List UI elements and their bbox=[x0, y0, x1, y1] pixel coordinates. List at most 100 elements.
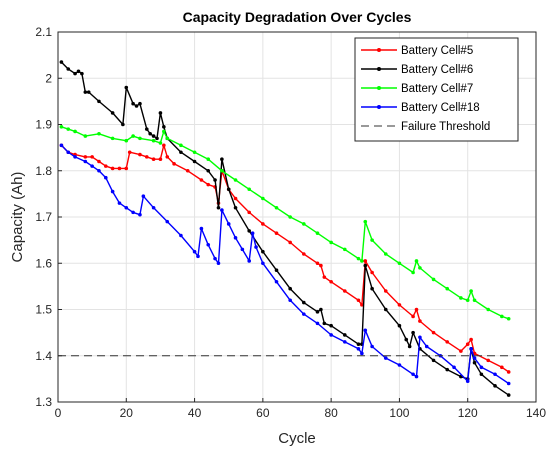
data-point bbox=[233, 178, 238, 182]
y-tick-label: 1.6 bbox=[35, 256, 52, 270]
data-point bbox=[216, 261, 221, 266]
data-point bbox=[302, 222, 306, 226]
data-point bbox=[162, 129, 166, 134]
data-point bbox=[414, 259, 419, 263]
data-point bbox=[360, 351, 364, 356]
data-point bbox=[319, 307, 323, 312]
data-point bbox=[397, 363, 402, 367]
data-point bbox=[117, 201, 122, 205]
data-point bbox=[445, 286, 450, 291]
data-point bbox=[319, 263, 323, 268]
legend-label: Battery Cell#5 bbox=[401, 45, 473, 57]
chart-title: Capacity Degradation Over Cycles bbox=[183, 9, 412, 25]
data-point bbox=[196, 254, 200, 259]
data-point bbox=[138, 152, 142, 157]
data-point bbox=[469, 337, 473, 342]
data-point bbox=[322, 321, 327, 326]
data-point bbox=[356, 298, 361, 303]
data-point bbox=[404, 337, 409, 342]
data-point bbox=[414, 374, 419, 379]
data-point bbox=[206, 242, 211, 247]
data-point bbox=[506, 370, 511, 374]
ticks: 0 20 40 60 80 100 120 140 1.3 1.4 1.5 1.6 1.7 1.8 1.9 2… bbox=[35, 25, 546, 420]
series-0 bbox=[59, 143, 511, 374]
data-point bbox=[144, 127, 149, 131]
data-point bbox=[233, 236, 238, 240]
legend-label: Battery Cell#18 bbox=[401, 102, 480, 114]
data-point bbox=[261, 222, 265, 226]
data-point bbox=[104, 164, 108, 168]
x-axis-label: Cycle bbox=[278, 430, 316, 447]
data-point bbox=[158, 141, 163, 145]
data-point bbox=[274, 268, 279, 272]
data-point bbox=[254, 245, 258, 249]
data-point bbox=[414, 307, 419, 312]
data-point bbox=[192, 159, 197, 164]
data-point bbox=[343, 340, 347, 344]
y-tick-label: 1.8 bbox=[35, 164, 52, 178]
data-point bbox=[397, 303, 402, 307]
data-point bbox=[459, 296, 463, 300]
data-point bbox=[83, 159, 88, 164]
data-point bbox=[315, 321, 320, 326]
x-tick-label: 140 bbox=[526, 406, 546, 420]
data-point bbox=[138, 212, 142, 217]
data-point bbox=[479, 372, 484, 377]
data-point bbox=[465, 298, 470, 303]
series-layer bbox=[58, 60, 536, 397]
data-point bbox=[472, 360, 477, 365]
x-tick-label: 120 bbox=[458, 406, 478, 420]
data-point bbox=[274, 205, 279, 210]
data-point bbox=[151, 138, 156, 143]
data-point bbox=[356, 256, 361, 261]
data-point bbox=[131, 134, 135, 138]
data-point bbox=[165, 136, 170, 141]
y-tick-label: 1.4 bbox=[35, 349, 52, 363]
data-point bbox=[73, 155, 77, 159]
data-point bbox=[506, 393, 511, 397]
data-point bbox=[158, 157, 163, 161]
data-point bbox=[459, 349, 463, 353]
series-2 bbox=[59, 125, 511, 321]
data-point bbox=[370, 286, 374, 291]
data-point bbox=[83, 90, 88, 94]
data-point bbox=[329, 323, 333, 328]
data-point bbox=[465, 342, 470, 346]
x-tick-label: 0 bbox=[55, 406, 62, 420]
data-point bbox=[363, 259, 368, 263]
data-point bbox=[411, 372, 415, 377]
data-point bbox=[411, 314, 415, 319]
y-tick-label: 1.3 bbox=[35, 395, 52, 409]
data-point bbox=[486, 307, 491, 312]
data-point bbox=[445, 367, 450, 372]
data-point bbox=[274, 279, 279, 284]
series-3 bbox=[59, 143, 511, 386]
legend-label: Battery Cell#7 bbox=[401, 83, 473, 95]
data-point bbox=[356, 347, 361, 351]
data-point bbox=[110, 136, 115, 141]
data-point bbox=[162, 125, 166, 129]
data-point bbox=[213, 178, 217, 182]
data-point bbox=[206, 168, 211, 173]
data-point bbox=[424, 344, 429, 349]
data-point bbox=[76, 69, 81, 74]
data-point bbox=[370, 344, 374, 349]
data-point bbox=[179, 233, 183, 238]
data-point bbox=[155, 136, 159, 141]
data-point bbox=[97, 99, 101, 104]
data-point bbox=[124, 138, 129, 143]
data-point bbox=[288, 215, 292, 219]
data-point bbox=[506, 381, 511, 386]
data-point bbox=[431, 277, 436, 282]
data-point bbox=[226, 222, 231, 226]
data-point bbox=[192, 150, 197, 155]
data-point bbox=[247, 229, 251, 233]
data-point bbox=[90, 155, 94, 159]
data-point bbox=[315, 231, 320, 235]
legend-label: Battery Cell#6 bbox=[401, 64, 473, 76]
data-point bbox=[73, 71, 77, 76]
data-point bbox=[397, 261, 402, 266]
data-point bbox=[131, 210, 135, 215]
y-tick-label: 1.7 bbox=[35, 210, 52, 224]
